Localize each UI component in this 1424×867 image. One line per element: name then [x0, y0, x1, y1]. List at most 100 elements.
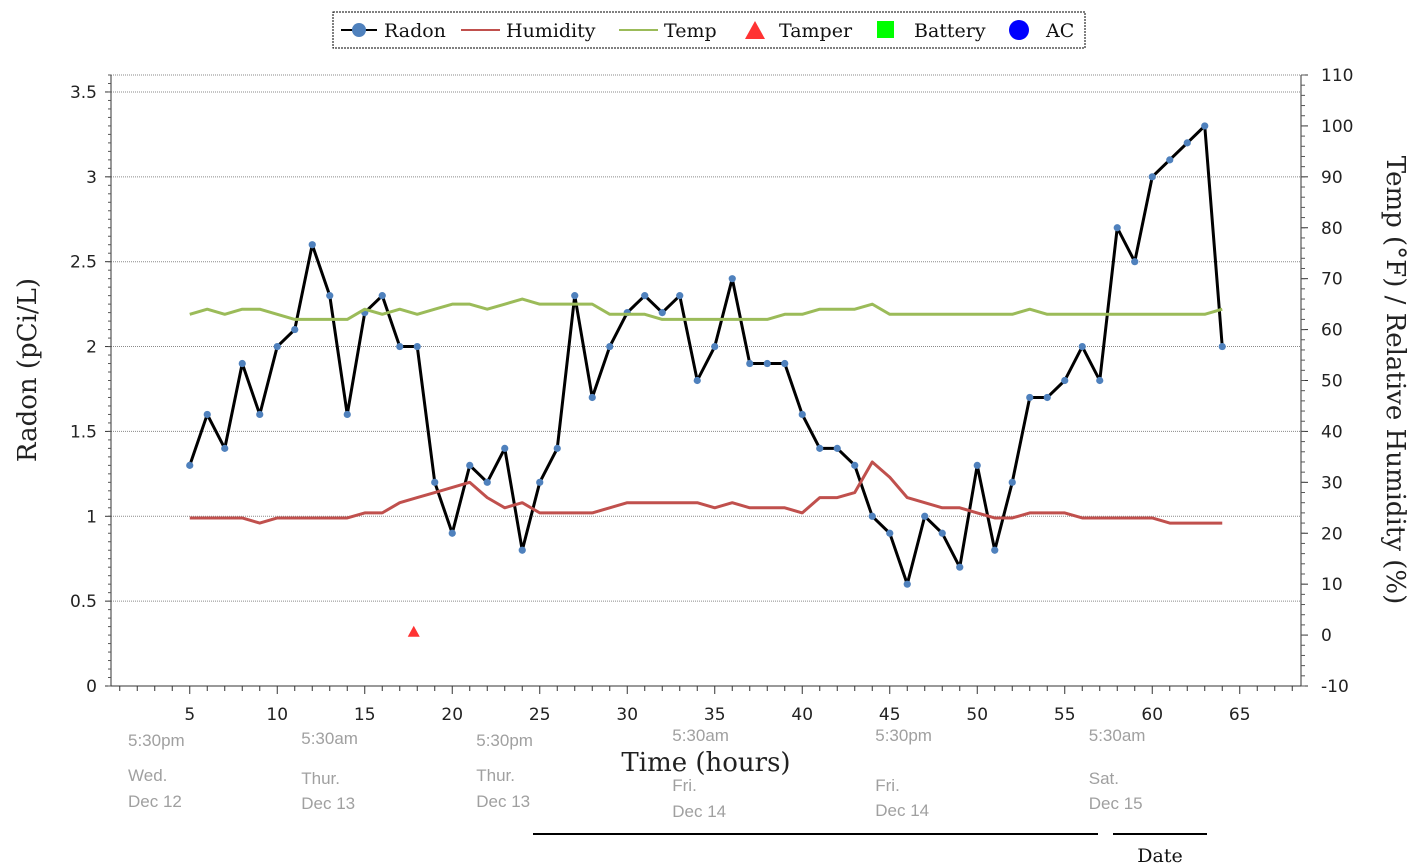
- y-left-tick-label: 2.5: [70, 253, 97, 273]
- radon-point: [1131, 258, 1139, 266]
- radon-point: [291, 325, 299, 334]
- date-annotation-day: Fri.: [672, 776, 697, 795]
- radon-point: [606, 342, 614, 351]
- x-tick-label: 30: [616, 705, 638, 725]
- date-annotation-time: 5:30am: [1089, 726, 1146, 745]
- date-annotation-day: Thur.: [476, 766, 515, 785]
- radon-point: [693, 376, 701, 385]
- y-right-tick-label: 20: [1321, 524, 1343, 544]
- y-right-tick-label: 80: [1321, 219, 1343, 239]
- legend-label-battery: Battery: [914, 20, 986, 42]
- temp-line: [189, 297, 1223, 321]
- radon-point: [728, 275, 736, 283]
- date-axis-label: Date: [1137, 845, 1182, 867]
- radon-point: [798, 410, 806, 419]
- radon-point: [1061, 376, 1069, 385]
- y-right-tick-label: 40: [1321, 422, 1343, 442]
- radon-point: [938, 529, 946, 537]
- date-annotation-time: 5:30pm: [128, 731, 185, 750]
- radon-point: [956, 563, 964, 571]
- radon-point: [273, 342, 281, 351]
- radon-point: [1113, 224, 1121, 232]
- date-annotation-day: Sat.: [1089, 769, 1119, 788]
- date-annotations: 5:30pm Wed. Dec 12 5:30am Thur. Dec 13 5:30pm T…: [128, 726, 1145, 821]
- radon-point: [553, 444, 561, 452]
- radon-point: [518, 546, 526, 554]
- radon-point: [833, 444, 841, 452]
- x-tick-label: 20: [441, 705, 463, 725]
- axes: 0 0.5 1 1.5 2 2.5 3 3.5 -10 0 10 20 30 40 50 60 70 80 90 10…: [70, 66, 1354, 725]
- date-annotation-date: Dec 15: [1089, 794, 1143, 813]
- y-axis-left-title: Radon (pCi/L): [13, 278, 43, 462]
- legend: Radon Humidity Temp Tamper Battery AC: [332, 11, 1086, 49]
- y-left-tick-label: 0.5: [70, 592, 97, 612]
- y-left-tick-label: 2: [86, 338, 97, 358]
- date-annotation-date: Dec 14: [875, 801, 929, 820]
- x-tick-label: 35: [704, 705, 726, 725]
- radon-point: [326, 292, 334, 300]
- date-annotation-day: Wed.: [128, 766, 167, 785]
- radon-point: [851, 461, 859, 469]
- radon-point: [1008, 478, 1016, 486]
- legend-item-tamper: Tamper: [745, 20, 853, 42]
- y-left-tick-label: 1: [86, 507, 97, 527]
- y-right-tick-label: 60: [1321, 321, 1343, 341]
- radon-point: [711, 342, 719, 351]
- radon-point: [203, 410, 211, 419]
- series: [186, 122, 1226, 637]
- legend-label-radon: Radon: [384, 20, 446, 42]
- y-left-tick-label: 3: [86, 168, 97, 188]
- radon-point: [431, 478, 439, 486]
- radon-point: [991, 546, 999, 554]
- radon-point: [1096, 376, 1104, 385]
- y-right-tick-label: -10: [1321, 677, 1349, 697]
- x-tick-label: 5: [184, 705, 195, 725]
- y-left-tick-label: 1.5: [70, 422, 97, 442]
- gridlines: [111, 91, 1301, 602]
- radon-point: [413, 342, 421, 351]
- y-right-tick-label: 70: [1321, 270, 1343, 290]
- x-tick-label: 25: [529, 705, 551, 725]
- radon-point: [536, 478, 544, 486]
- radon-point: [763, 359, 771, 368]
- radon-point: [886, 529, 894, 537]
- radon-point: [903, 580, 911, 588]
- radon-point: [973, 461, 981, 469]
- x-tick-label: 45: [879, 705, 901, 725]
- x-tick-label: 15: [354, 705, 376, 725]
- radon-point: [378, 292, 386, 300]
- legend-item-ac: AC: [1009, 20, 1074, 42]
- x-tick-label: 50: [966, 705, 988, 725]
- legend-label-ac: AC: [1045, 20, 1074, 42]
- y-left-tick-label: 3.5: [70, 83, 97, 103]
- battery-square-icon: [877, 21, 894, 38]
- radon-point: [816, 444, 824, 452]
- radon-point: [1218, 342, 1226, 351]
- legend-label-humidity: Humidity: [506, 20, 596, 42]
- date-annotation-date: Dec 13: [476, 792, 530, 811]
- x-axis-title: Time (hours): [621, 748, 790, 778]
- date-annotation-time: 5:30am: [672, 726, 729, 745]
- date-annotation-time: 5:30am: [301, 729, 358, 748]
- y-right-tick-label: 100: [1321, 117, 1353, 137]
- radon-point: [238, 359, 246, 368]
- date-annotation-date: Dec 14: [672, 802, 726, 821]
- x-tick-label: 55: [1054, 705, 1076, 725]
- y-axis-right-title: Temp (°F) / Relative Humidity (%): [1380, 156, 1410, 605]
- date-annotation-time: 5:30pm: [476, 731, 533, 750]
- tamper-marker: [407, 625, 420, 637]
- date-annotation-day: Fri.: [875, 776, 900, 795]
- radon-point: [1026, 393, 1034, 402]
- y-right-tick-label: 110: [1321, 66, 1353, 86]
- radon-point: [641, 292, 649, 300]
- radon-point: [676, 292, 684, 300]
- radon-line: [188, 124, 1224, 586]
- legend-item-humidity: Humidity: [461, 20, 596, 42]
- radon-point: [746, 359, 754, 368]
- radon-point: [1148, 173, 1156, 181]
- legend-item-battery: Battery: [877, 20, 986, 42]
- radon-point: [186, 461, 194, 469]
- radon-point: [921, 512, 929, 520]
- y-left-tick-label: 0: [86, 677, 97, 697]
